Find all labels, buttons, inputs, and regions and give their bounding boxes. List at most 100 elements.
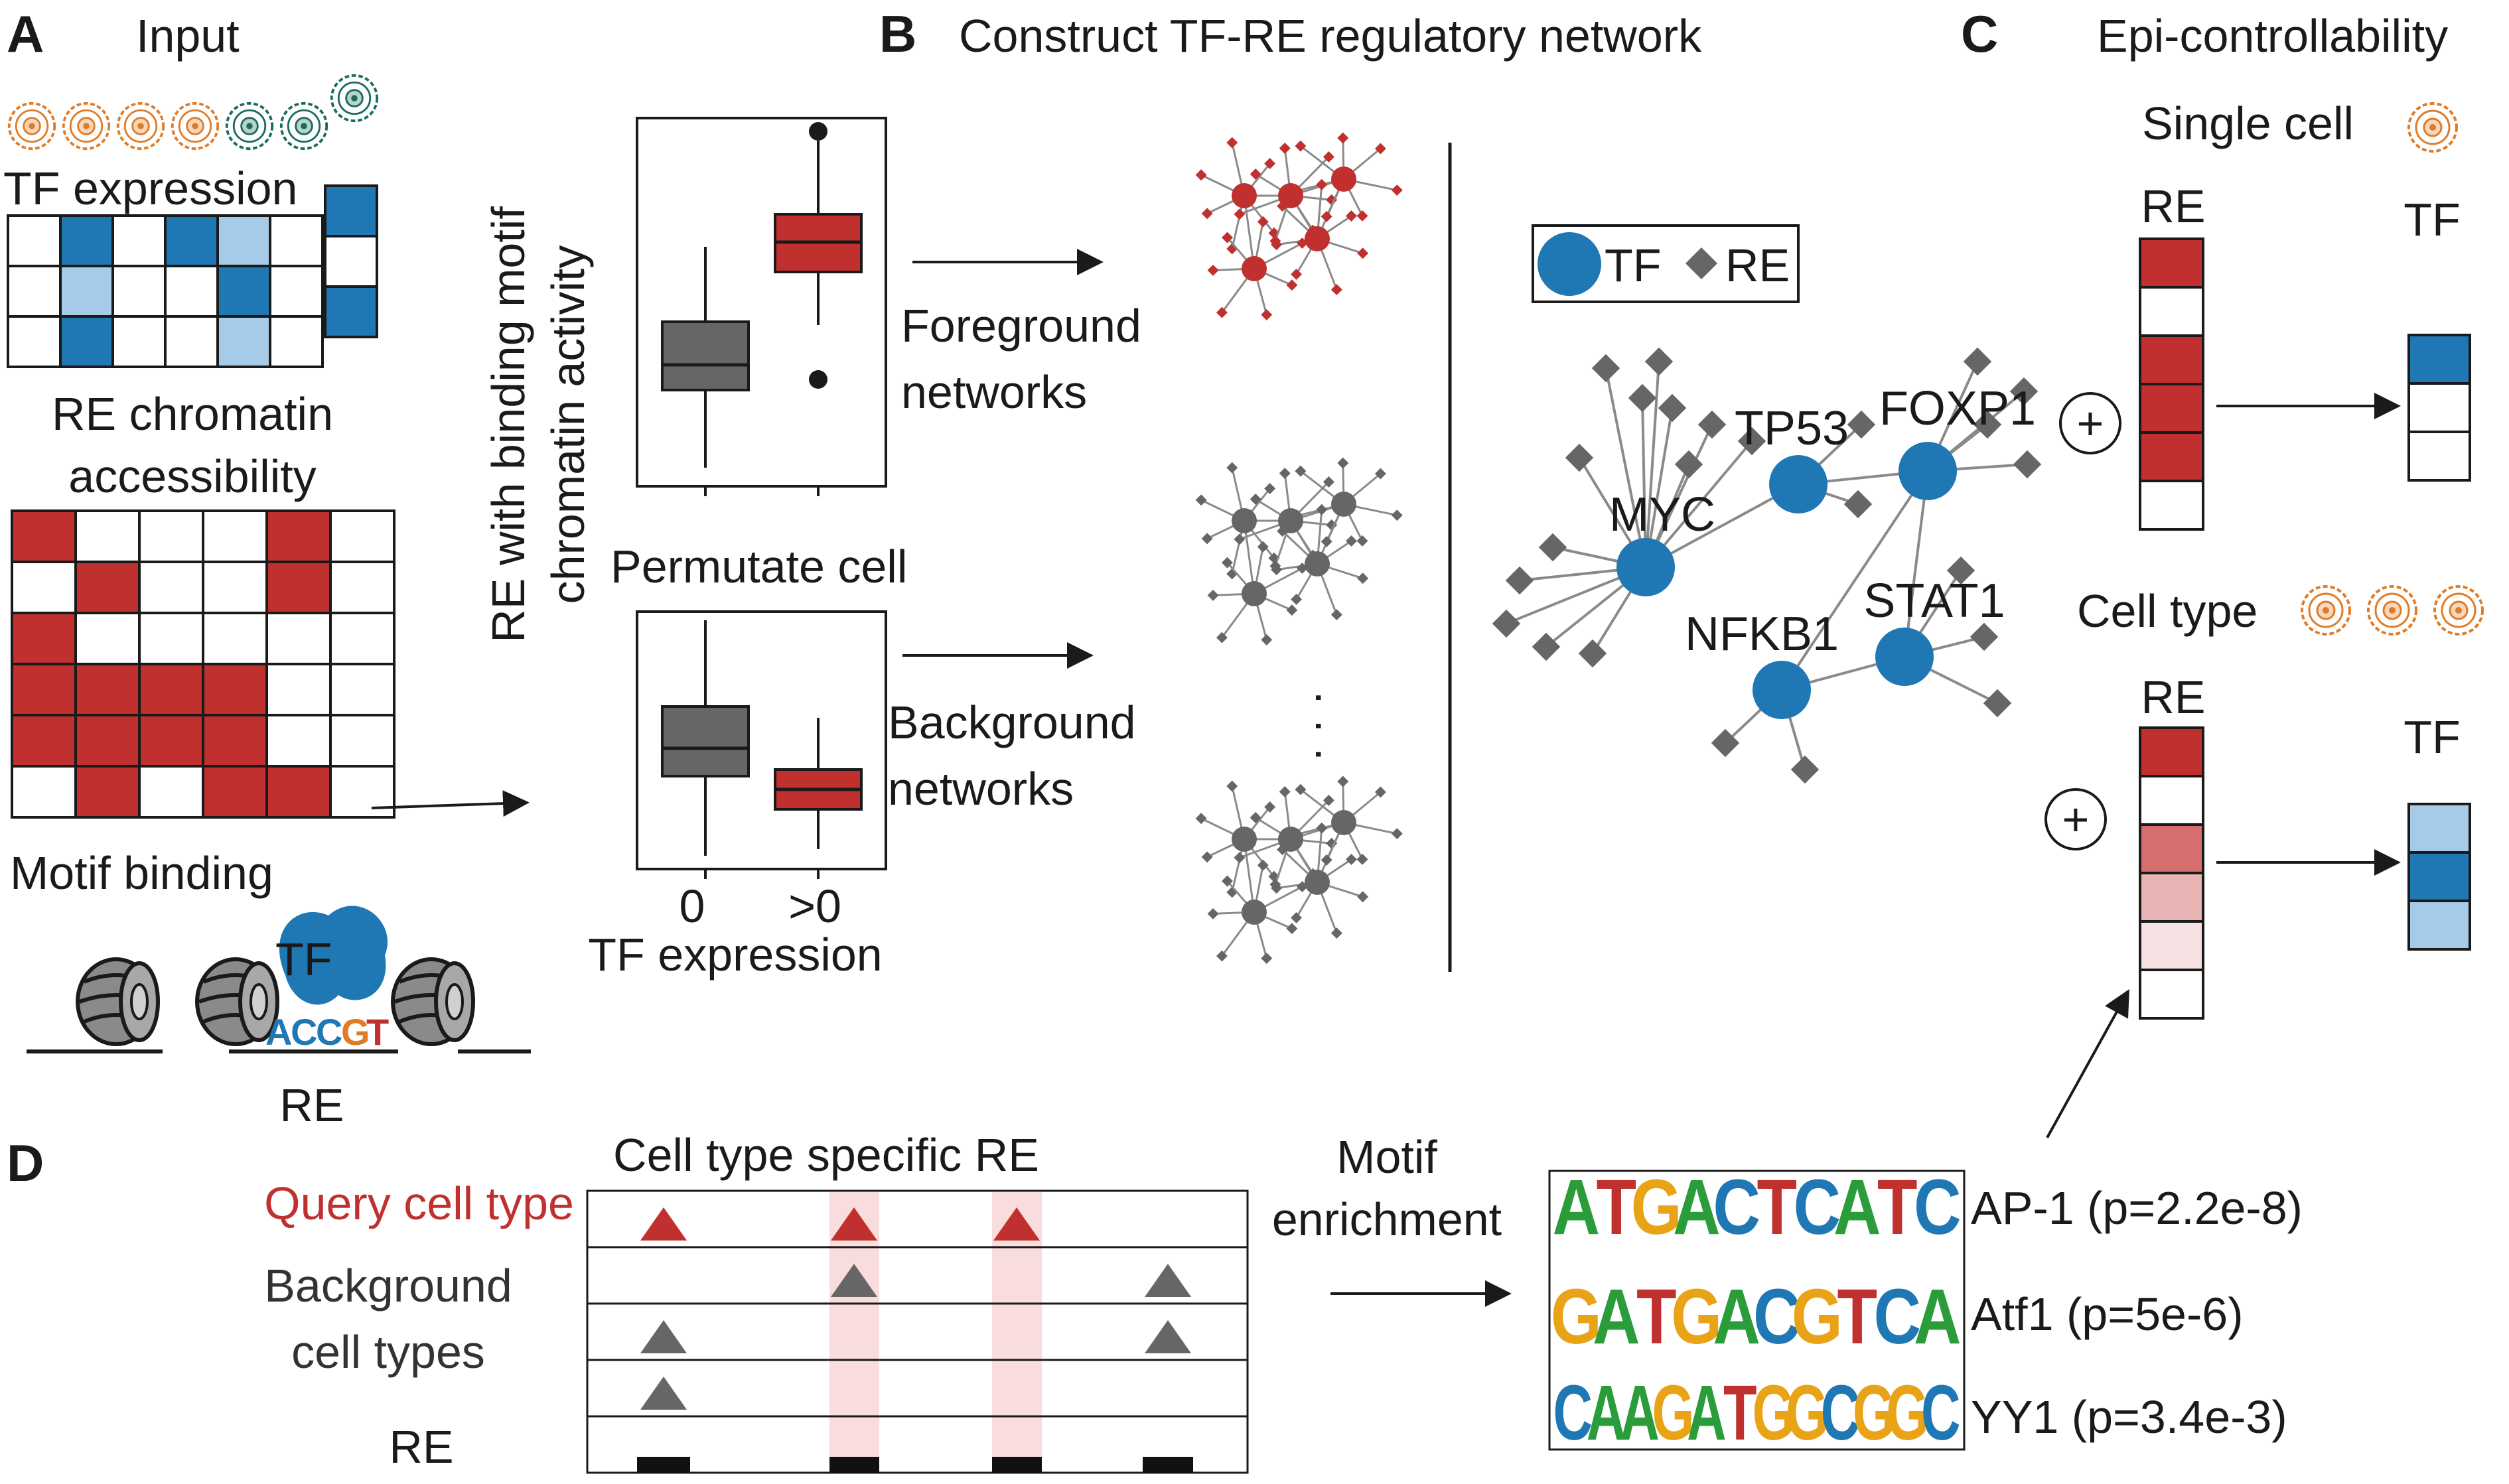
background-boxplot bbox=[636, 610, 887, 879]
re-node bbox=[1286, 279, 1298, 291]
background-label-line2: networks bbox=[888, 763, 1074, 815]
re-node bbox=[1628, 383, 1657, 413]
re-node bbox=[1391, 509, 1403, 521]
orange-cell-icon bbox=[7, 101, 56, 151]
re-node bbox=[1201, 851, 1213, 863]
re-node bbox=[1357, 247, 1369, 259]
single-cell-tf-column bbox=[2407, 334, 2471, 482]
re-node bbox=[1226, 462, 1238, 474]
column-cell bbox=[2139, 334, 2204, 385]
re-matrix-cell bbox=[11, 663, 77, 716]
motif-result-ap1: AP-1 (p=2.2e-8) bbox=[1971, 1182, 2303, 1234]
tf-matrix-cell bbox=[111, 265, 167, 318]
re-node bbox=[1337, 776, 1349, 787]
re-node bbox=[1286, 604, 1298, 616]
re-node bbox=[1711, 728, 1740, 758]
re-node bbox=[1983, 689, 2012, 718]
teal-cell-icon bbox=[279, 101, 328, 151]
outlier-point bbox=[809, 370, 827, 389]
re-matrix-cell bbox=[202, 765, 268, 819]
re-node bbox=[1357, 573, 1369, 584]
re-matrix-cell bbox=[74, 509, 141, 563]
re-matrix-cell bbox=[11, 714, 77, 768]
re-node bbox=[1201, 533, 1213, 545]
re-label-d: RE bbox=[389, 1421, 453, 1473]
background-cell-types-line2: cell types bbox=[291, 1326, 485, 1378]
re-matrix-cell bbox=[74, 561, 141, 614]
re-matrix-cell bbox=[138, 509, 204, 563]
motif-logo-letter: C bbox=[1921, 1369, 1961, 1456]
re-node bbox=[1321, 535, 1332, 547]
re-matrix-cell bbox=[202, 714, 268, 768]
query-cell-type-label: Query cell type bbox=[264, 1178, 574, 1229]
motif-logo-letter: G bbox=[1631, 1164, 1682, 1251]
re-node bbox=[1658, 393, 1687, 423]
re-matrix-cell bbox=[265, 612, 332, 665]
motif-letter: G bbox=[341, 1011, 370, 1053]
re-node bbox=[1257, 859, 1269, 871]
tf-matrix-cell bbox=[111, 214, 167, 267]
re-node bbox=[1216, 632, 1228, 643]
column-cell bbox=[2407, 334, 2471, 385]
re-node bbox=[1295, 465, 1307, 477]
permutate-label: Permutate cell bbox=[610, 541, 907, 592]
panel-b: B Construct TF-RE regulatory network RE … bbox=[482, 5, 2042, 980]
single-cell-label: Single cell bbox=[2142, 98, 2354, 149]
motif-logo-letter: T bbox=[1837, 1273, 1877, 1361]
motif-logo-letter: A bbox=[1914, 1273, 1962, 1361]
node-label-stat1: STAT1 bbox=[1863, 574, 2005, 628]
re-region bbox=[829, 1457, 879, 1473]
re-node bbox=[1578, 639, 1607, 668]
tf-node bbox=[1331, 492, 1356, 517]
re-node bbox=[1316, 822, 1328, 834]
re-node bbox=[1374, 786, 1386, 798]
motif-binding-label: Motif binding bbox=[10, 847, 273, 899]
re-node bbox=[1323, 794, 1334, 806]
re-node bbox=[1207, 264, 1219, 276]
motif-logo-letter: G bbox=[1551, 1273, 1602, 1361]
re-node bbox=[1291, 268, 1303, 280]
tf-node bbox=[1232, 827, 1257, 852]
motif-result-atf1: Atf1 (p=5e-6) bbox=[1971, 1288, 2244, 1340]
a-to-b-arrow bbox=[371, 790, 530, 817]
tf-label: TF bbox=[275, 933, 332, 985]
re-node bbox=[1316, 178, 1328, 190]
orange-cell-icon bbox=[2407, 102, 2458, 153]
tf-node bbox=[1331, 167, 1356, 192]
tf-node bbox=[1278, 508, 1303, 533]
tf-matrix-cell bbox=[7, 265, 62, 318]
tf-node bbox=[1242, 256, 1267, 281]
column-cell bbox=[2139, 969, 2204, 1020]
re-node bbox=[1234, 208, 1246, 220]
x-tick-label-0: 0 bbox=[680, 880, 705, 932]
tf-matrix-cell bbox=[269, 315, 324, 368]
tf-node-stat1 bbox=[1875, 628, 1934, 686]
re-node bbox=[1291, 593, 1303, 605]
tf-node bbox=[1305, 870, 1330, 895]
motif-logo-letter: A bbox=[1833, 1164, 1881, 1251]
tf-matrix-cell bbox=[7, 214, 62, 267]
network-edge bbox=[1605, 368, 1647, 568]
re-node bbox=[1346, 535, 1357, 547]
motif-letter: C bbox=[291, 1011, 317, 1053]
re-matrix-cell bbox=[74, 765, 141, 819]
column-cell bbox=[2139, 431, 2204, 482]
panel-a: A Input TF expression RE chromatin acces… bbox=[3, 5, 531, 1131]
re-node bbox=[1323, 476, 1334, 488]
re-node bbox=[1346, 854, 1357, 865]
tf-matrix-cell bbox=[324, 235, 378, 288]
motif-logo-letter: T bbox=[1596, 1164, 1636, 1251]
orange-cell-icon bbox=[171, 101, 220, 151]
query-peak bbox=[831, 1207, 877, 1241]
column-cell bbox=[2139, 920, 2204, 971]
re-node bbox=[1591, 354, 1620, 383]
re-label-a: RE bbox=[279, 1079, 344, 1131]
re-node bbox=[1264, 801, 1276, 813]
tf-matrix-cell bbox=[59, 214, 114, 267]
re-node bbox=[1326, 519, 1338, 531]
re-node bbox=[1391, 828, 1403, 840]
tf-matrix-cell bbox=[216, 265, 271, 318]
tf-node bbox=[1278, 827, 1303, 852]
re-node bbox=[1346, 210, 1357, 222]
